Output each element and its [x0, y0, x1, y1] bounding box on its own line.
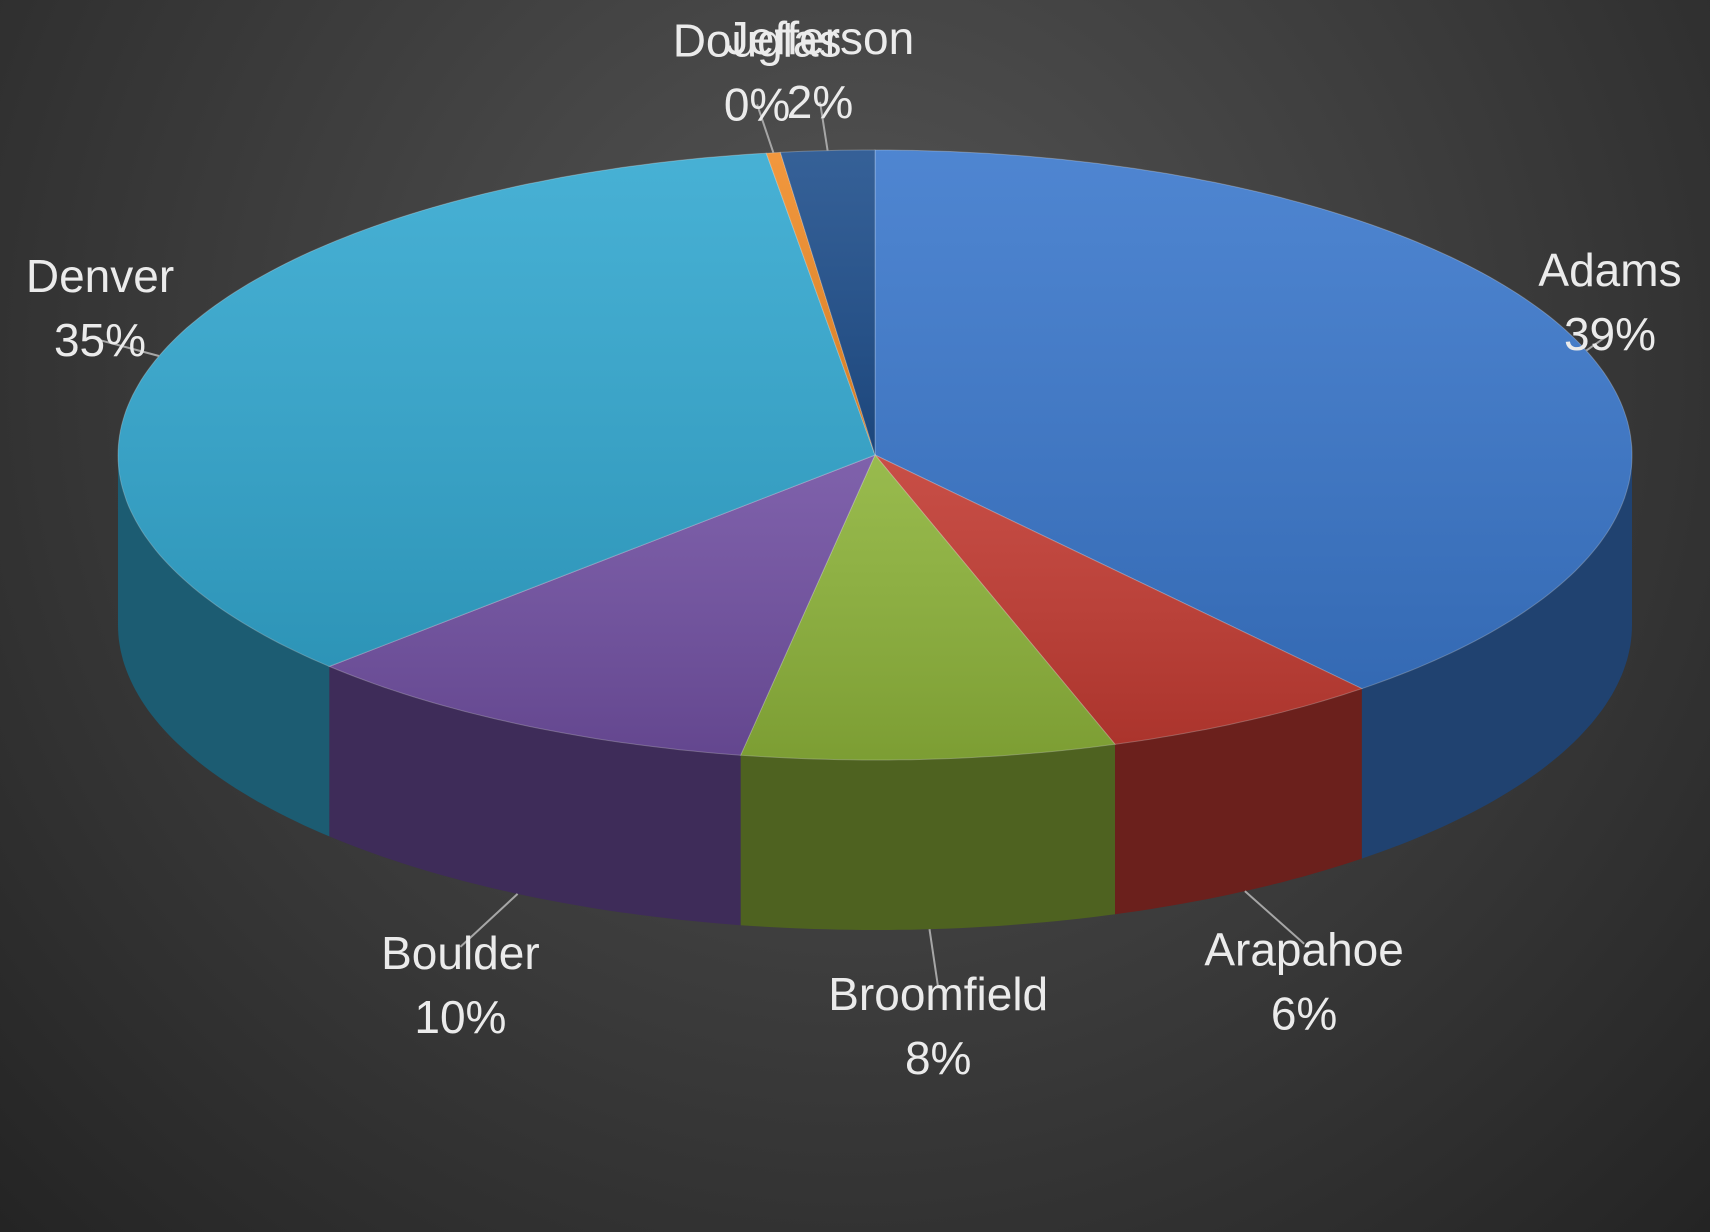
slice-sheen-jefferson	[780, 150, 875, 455]
data-labels: Adams 39% Arapahoe 6% Broomfield 8% Boulder 10%…	[26, 12, 1682, 1084]
slice-side-broomfield	[740, 744, 1115, 930]
data-label-percent-adams: 39%	[1564, 308, 1656, 360]
slice-side-boulder	[329, 666, 741, 926]
slice-side-denver	[118, 455, 330, 837]
slice-sheen-boulder	[329, 455, 875, 756]
data-label-percent-boulder: 10%	[414, 991, 506, 1043]
slice-side-adams	[1361, 455, 1632, 859]
data-label-name-adams: Adams	[1538, 244, 1681, 296]
slice-sheen-broomfield	[740, 455, 1115, 760]
leader-lines	[99, 101, 1611, 989]
data-label-percent-denver: 35%	[54, 314, 146, 366]
slice-sheen-denver	[118, 153, 875, 667]
data-label-percent-arapahoe: 6%	[1271, 988, 1337, 1040]
leader-line-broomfield	[928, 929, 940, 989]
data-label-name-denver: Denver	[26, 250, 174, 302]
slice-side-arapahoe	[1115, 688, 1362, 915]
data-label-name-arapahoe: Arapahoe	[1204, 924, 1404, 976]
pie-sides	[118, 455, 1632, 930]
slice-sheen-arapahoe	[875, 455, 1362, 745]
slice-sheen-adams	[875, 150, 1632, 689]
leader-line-jefferson	[819, 101, 829, 151]
leader-line-arapahoe	[1244, 890, 1305, 945]
pie-tops	[117, 149, 1633, 761]
data-label-name-jefferson: Jefferson	[726, 12, 914, 64]
leader-line-denver	[99, 339, 160, 357]
data-label-percent-douglas: 0%	[724, 78, 790, 130]
data-label-percent-jefferson: 2%	[787, 76, 853, 128]
data-label-name-broomfield: Broomfield	[828, 968, 1048, 1020]
leader-line-douglas	[756, 104, 775, 154]
leader-line-adams	[1585, 333, 1611, 352]
leader-line-boulder	[459, 893, 519, 948]
data-label-name-douglas: Douglas	[673, 14, 842, 66]
slice-sheen-douglas	[766, 152, 875, 455]
data-label-percent-broomfield: 8%	[905, 1032, 971, 1084]
data-label-name-boulder: Boulder	[381, 927, 540, 979]
